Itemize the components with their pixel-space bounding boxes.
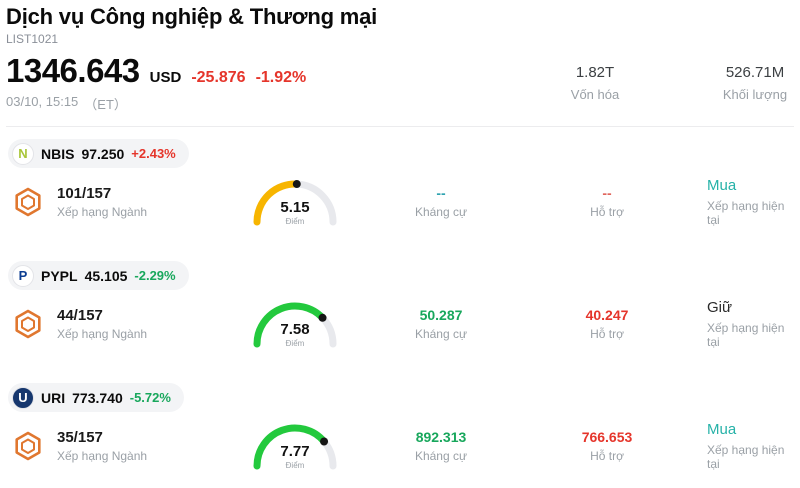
stock-pill-nbis[interactable]: N NBIS 97.250 +2.43% [8,139,189,168]
uri-logo-letter: U [18,390,28,405]
hexagon-rank-icon [15,431,41,461]
resistance-cell: 892.313 Kháng cự [345,429,537,463]
score-gauge: 5.15 Điểm [245,172,345,232]
quote-date: 03/10, 15:15 [6,94,79,109]
nbis-logo-letter: N [18,146,28,161]
resistance-value: 892.313 [415,429,467,445]
resistance-label: Kháng cự [414,449,468,463]
support-label: Hỗ trợ [590,205,624,219]
hexagon-rank-icon [15,309,41,339]
volume-stat: 526.71M Khối lượng [720,64,790,102]
industry-rank: 101/157 [57,185,112,202]
resistance-cell: -- Kháng cự [345,185,537,219]
resistance-cell: 50.287 Kháng cự [345,307,537,341]
stock-price: 45.105 [84,267,128,284]
market-cap-label: Vốn hóa [570,87,620,102]
stock-price: 773.740 [72,389,123,406]
volume-value: 526.71M [725,64,785,81]
quote-section: 1346.643 USD -25.876 -1.92% 03/10, 15:15… [6,52,794,113]
gauge-score: 7.77 [280,443,310,460]
pypl-logo-icon: P [12,264,34,287]
stock-price: 97.250 [81,145,125,162]
resistance-label: Kháng cự [414,205,468,219]
ticker-label: URI [41,389,66,406]
quote-stats: 1.82T Vốn hóa 526.71M Khối lượng [560,52,792,102]
stock-row-nbis: N NBIS 97.250 +2.43% 101/157 Xếp hạng Ng… [6,127,794,249]
stock-change-pct: +2.43% [131,146,176,161]
stock-row-pypl: P PYPL 45.105 -2.29% 44/157 Xếp hạng Ngà… [6,249,794,371]
quote-main: 1346.643 USD -25.876 -1.92% 03/10, 15:15… [6,52,306,113]
resistance-value: -- [436,185,446,201]
volume-label: Khối lượng [722,87,788,102]
market-cap-value: 1.82T [575,64,615,81]
rating-value: Mua [707,421,737,438]
index-price: 1346.643 [6,52,140,89]
uri-logo-icon: U [12,386,34,409]
industry-rank-cell: 35/157 Xếp hạng Ngành [12,429,245,463]
support-value: 40.247 [585,307,629,323]
gauge-score-label: Điểm [285,461,305,470]
rating-cell: Mua Xếp hạng hiện tại [677,177,794,227]
gauge-score: 7.58 [280,321,310,338]
page-title: Dịch vụ Công nghiệp & Thương mại [6,4,378,29]
industry-rank-label: Xếp hạng Ngành [57,327,148,341]
industry-rank-label: Xếp hạng Ngành [57,205,148,219]
support-cell: 40.247 Hỗ trợ [537,307,677,341]
currency-label: USD [149,69,182,86]
support-cell: 766.653 Hỗ trợ [537,429,677,463]
hexagon-rank-icon [15,187,41,217]
nbis-logo-icon: N [12,142,34,165]
score-gauge: 7.77 Điểm [245,416,345,476]
rating-cell: Giữ Xếp hạng hiện tại [677,299,794,349]
score-gauge: 7.58 Điểm [245,294,345,354]
index-change-pct: -1.92% [255,69,307,86]
index-change: -25.876 [191,69,246,86]
list-id: LIST1021 [6,32,59,46]
support-label: Hỗ trợ [590,449,624,463]
gauge-score-label: Điểm [285,339,305,348]
industry-rank-cell: 101/157 Xếp hạng Ngành [12,185,245,219]
gauge-score-label: Điểm [285,217,305,226]
resistance-label: Kháng cự [414,327,468,341]
support-value: -- [602,185,612,201]
industry-rank-label: Xếp hạng Ngành [57,449,148,463]
rating-label: Xếp hạng hiện tại [707,443,785,471]
support-cell: -- Hỗ trợ [537,185,677,219]
stock-row-uri: U URI 773.740 -5.72% 35/157 Xếp hạng Ngà… [6,371,794,488]
rating-value: Giữ [707,299,733,316]
industry-rank-cell: 44/157 Xếp hạng Ngành [12,307,245,341]
rating-label: Xếp hạng hiện tại [707,321,785,349]
resistance-value: 50.287 [419,307,463,323]
stock-change-pct: -5.72% [129,390,171,405]
rating-value: Mua [707,177,737,194]
quote-timezone: （ET） [84,97,127,112]
market-cap-stat: 1.82T Vốn hóa [560,64,630,102]
support-value: 766.653 [581,429,633,445]
industry-rank: 35/157 [57,429,103,446]
quote-time: 03/10, 15:15 （ET） [6,94,306,113]
stock-change-pct: -2.29% [134,268,176,283]
stock-pill-pypl[interactable]: P PYPL 45.105 -2.29% [8,261,189,290]
stock-pill-uri[interactable]: U URI 773.740 -5.72% [8,383,184,412]
support-label: Hỗ trợ [590,327,624,341]
ticker-label: PYPL [41,267,78,284]
header: Dịch vụ Công nghiệp & Thương mại LIST102… [6,4,794,46]
pypl-logo-letter: P [18,268,28,283]
gauge-score: 5.15 [280,199,310,216]
rating-label: Xếp hạng hiện tại [707,199,785,227]
industry-rank: 44/157 [57,307,103,324]
divider [6,126,794,127]
ticker-label: NBIS [41,145,75,162]
rating-cell: Mua Xếp hạng hiện tại [677,421,794,471]
